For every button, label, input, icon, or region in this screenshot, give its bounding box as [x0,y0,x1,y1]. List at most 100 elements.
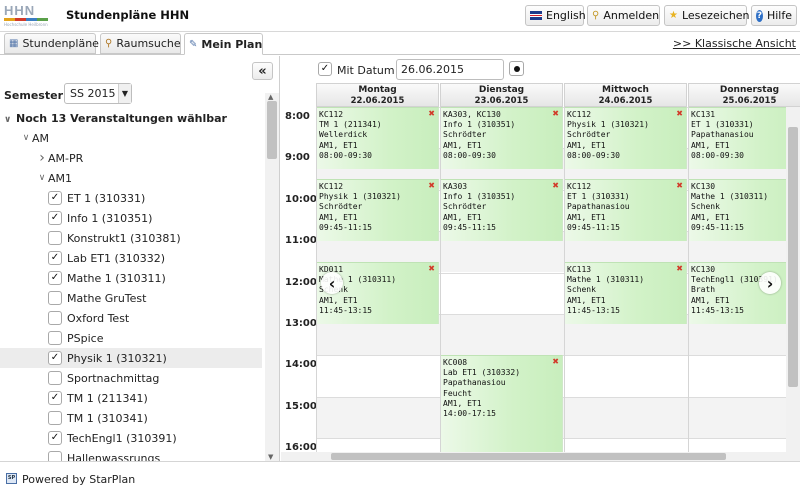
course-checkbox[interactable] [48,231,62,245]
course-checkbox-checked[interactable]: ✓ [48,391,62,405]
tree-group[interactable]: ∨ AM1 [0,168,262,188]
remove-event-icon[interactable]: ✖ [428,181,435,190]
left-scrollbar-thumb[interactable] [267,101,277,159]
bookmarks-button[interactable]: ★ Lesezeichen [664,5,750,26]
event-line: Info 1 (310351) [443,120,516,130]
course-checkbox[interactable] [48,371,62,385]
edit-icon: ✎ [189,38,198,50]
remove-event-icon[interactable]: ✖ [552,109,559,118]
course-item[interactable]: Hallenwassrungs [0,448,262,461]
event-block[interactable]: KA303, KC130 Info 1 (310351) Schrödter AM1,… [441,107,563,169]
event-line: Schrödter [443,202,487,212]
event-block[interactable]: KC130 Mathe 1 (310311) Schenk AM1, ET1 09:45… [689,179,800,241]
app-title: Stundenpläne HHN [66,8,190,22]
event-line: TM 1 (211341) [319,120,382,130]
course-checkbox[interactable] [48,331,62,345]
event-block[interactable]: KC130 TechEngl1 (310391) Brath AM1, ET1 11:4… [689,262,800,324]
event-line: KC131 [691,110,716,119]
left-scrollbar[interactable]: ▲ ▼ [265,93,279,461]
course-item[interactable]: ✓ Info 1 (310351) [0,208,262,228]
tab-room-search[interactable]: ⚲ Raumsuche [100,33,181,54]
classic-view-link[interactable]: >> Klassische Ansicht [672,37,796,50]
event-line: KA303 [443,182,468,191]
course-item[interactable]: PSpice [0,328,262,348]
course-checkbox[interactable] [48,311,62,325]
event-line: KC130 [691,182,716,191]
course-checkbox-checked[interactable]: ✓ [48,271,62,285]
event-line: KC112 [319,110,344,119]
day-date: 24.06.2015 [598,96,653,106]
remove-event-icon[interactable]: ✖ [676,264,683,273]
timetable-horizontal-thumb[interactable] [331,453,726,460]
tree-group[interactable]: › AM-PR [0,148,262,168]
magnifier-icon: ⚲ [105,38,113,49]
course-checkbox-checked[interactable]: ✓ [48,431,62,445]
timetable-vertical-scrollbar[interactable] [786,107,800,452]
day-header-wednesday: Mittwoch 24.06.2015 [564,83,687,107]
timetable-horizontal-scrollbar[interactable] [281,452,800,461]
course-item[interactable]: ✓ ET 1 (310331) [0,188,262,208]
event-line: AM1, ET1 [443,140,482,150]
event-line: 09:45-11:15 [691,222,744,232]
previous-week-button[interactable]: ‹ [321,272,343,294]
event-block[interactable]: KA303 Info 1 (310351) Schrödter AM1, ET1 09:… [441,179,563,241]
timetable-grid: 8:00 9:00 10:00 11:00 12:00 13:00 14:00 15:00 16… [281,107,800,452]
collapse-panel-button[interactable]: « [252,62,273,80]
semester-select[interactable]: SS 2015 ▼ [64,83,132,104]
remove-event-icon[interactable]: ✖ [676,109,683,118]
course-item[interactable]: ✓ TM 1 (211341) [0,388,262,408]
event-line: 11:45-13:15 [691,305,744,315]
course-checkbox-checked[interactable]: ✓ [48,251,62,265]
bookmarks-label: Lesezeichen [681,9,750,22]
next-week-button[interactable]: › [759,272,781,294]
event-block[interactable]: KC113 Mathe 1 (310311) Schenk AM1, ET1 11:45… [565,262,687,324]
remove-event-icon[interactable]: ✖ [552,181,559,190]
date-input[interactable]: 26.06.2015 [396,59,504,80]
course-item[interactable]: ✓ Mathe 1 (310311) [0,268,262,288]
remove-event-icon[interactable]: ✖ [676,181,683,190]
tree-group[interactable]: ∨ AM [0,128,262,148]
course-checkbox[interactable] [48,451,62,461]
course-item[interactable]: Sportnachmittag [0,368,262,388]
course-item[interactable]: ✓ Lab ET1 (310332) [0,248,262,268]
remaining-courses[interactable]: ∨ Noch 13 Veranstaltungen wählbar [4,112,227,125]
course-checkbox-checked[interactable]: ✓ [48,351,62,365]
event-block[interactable]: KC112 TM 1 (211341) Wellerdick AM1, ET1 08:0… [317,107,439,169]
remove-event-icon[interactable]: ✖ [552,357,559,366]
day-column [440,107,564,452]
event-block[interactable]: KC112 Physik 1 (310321) Schrödter AM1, ET1 0… [565,107,687,169]
time-column: 8:00 9:00 10:00 11:00 12:00 13:00 14:00 15:00 16… [281,107,317,452]
help-button[interactable]: ? Hilfe [751,5,797,26]
tab-my-plan[interactable]: ✎ Mein Plan [184,33,263,55]
course-checkbox[interactable] [48,291,62,305]
event-block[interactable]: KC112 Physik 1 (310321) Schrödter AM1, ET1 0… [317,179,439,241]
time-label: 14:00 [285,359,317,370]
course-item[interactable]: Konstrukt1 (310381) [0,228,262,248]
timetable-vertical-thumb[interactable] [788,127,798,387]
tab-schedules[interactable]: ▦ Stundenpläne [4,33,99,54]
tab-schedules-label: Stundenpläne [22,37,99,50]
with-date-checkbox[interactable]: ✓ [318,62,332,76]
course-checkbox-checked[interactable]: ✓ [48,191,62,205]
login-button[interactable]: ⚲ Anmelden [587,5,660,26]
course-checkbox[interactable] [48,411,62,425]
english-button[interactable]: English [525,5,586,26]
course-item[interactable]: ✓ TechEngl1 (310391) [0,428,262,448]
event-block[interactable]: KC112 ET 1 (310331) Papathanasiou AM1, ET1 0… [565,179,687,241]
course-item[interactable]: TM 1 (310341) [0,408,262,428]
event-block[interactable]: KC008 Lab ET1 (310332) Papathanasiou Feucht… [441,355,563,452]
course-item[interactable]: ✓ Physik 1 (310321) [0,348,262,368]
event-line: 11:45-13:15 [319,305,372,315]
tree-item-label: TechEngl1 (310391) [67,431,177,445]
course-checkbox-checked[interactable]: ✓ [48,211,62,225]
remove-event-icon[interactable]: ✖ [428,109,435,118]
date-picker-button[interactable] [509,61,524,76]
tree-item-label: TM 1 (310341) [67,411,148,425]
event-line: AM1, ET1 [443,212,482,222]
course-item[interactable]: Mathe GruTest [0,288,262,308]
event-line: Mathe 1 (310311) [691,192,769,202]
event-block[interactable]: KC131 ET 1 (310331) Papathanasiou AM1, ET1 0… [689,107,800,169]
remove-event-icon[interactable]: ✖ [428,264,435,273]
course-item[interactable]: Oxford Test [0,308,262,328]
